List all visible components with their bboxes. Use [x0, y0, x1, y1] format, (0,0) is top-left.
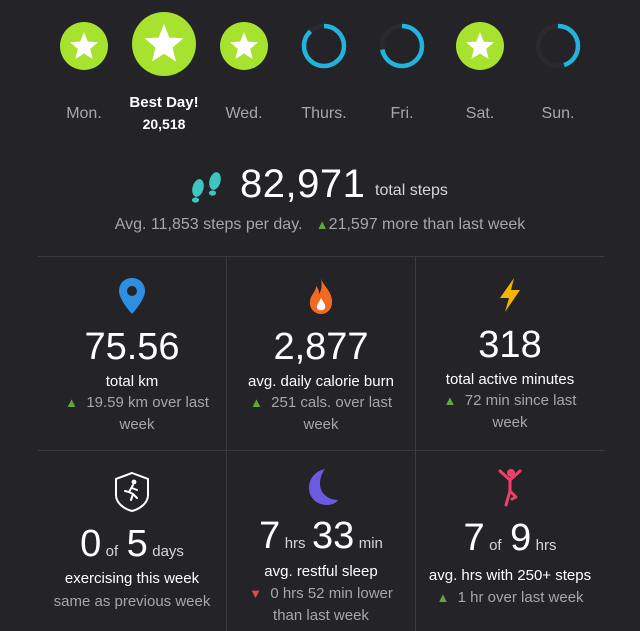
up-arrow-icon: ▲: [436, 590, 450, 605]
hourly-delta: ▲ 1 hr over last week: [416, 587, 604, 609]
hourly-value-row: 7 of 9 hrs: [416, 517, 604, 560]
sleep-delta: ▼ 0 hrs 52 min lower than last week: [235, 583, 407, 627]
exercise-num: 0: [80, 523, 102, 565]
avg-steps-text: Avg. 11,853 steps per day.: [114, 216, 303, 233]
week-days: Mon. Best Day! 20,518 Wed. Thurs. Fri.: [0, 0, 640, 150]
sleep-value-row: 7 hrs 33 min: [227, 515, 415, 558]
day-label: Wed.: [225, 105, 263, 122]
sleep-caption: avg. restful sleep: [264, 563, 378, 580]
exercise-sub: same as previous week: [53, 593, 211, 610]
steps-average-row: Avg. 11,853 steps per day. ▲21,597 more …: [0, 216, 640, 234]
progress-ring-icon: [301, 23, 347, 69]
sleep-delta-text: 0 hrs 52 min lower than last week: [270, 585, 393, 624]
sleep-hrs-unit: hrs: [284, 535, 306, 552]
down-arrow-icon: ▼: [249, 586, 262, 601]
sleep-hrs: 7: [259, 515, 281, 557]
flame-icon: [309, 278, 333, 314]
tile-exercise[interactable]: 0 of 5 days exercising this week same as…: [38, 451, 226, 631]
divider: [415, 256, 416, 631]
exercise-value-row: 0 of 5 days: [38, 523, 226, 566]
best-day-value: 20,518: [142, 116, 186, 132]
goal-star-icon: [456, 22, 504, 70]
day-label: Fri.: [390, 105, 414, 122]
exercise-caption: exercising this week: [64, 570, 200, 587]
hourly-unit: hrs: [535, 537, 557, 554]
best-day-label: Best Day!: [129, 94, 199, 111]
progress-ring-icon: [379, 23, 425, 69]
hourly-delta-text: 1 hr over last week: [457, 589, 584, 606]
distance-caption: total km: [105, 373, 159, 390]
up-arrow-icon: ▲: [315, 217, 329, 232]
tile-active-minutes[interactable]: 318 total active minutes ▲ 72 min since …: [416, 256, 604, 450]
person-pose-icon: [498, 469, 522, 507]
distance-value: 75.56: [84, 326, 180, 368]
calories-value: 2,877: [273, 326, 369, 368]
divider: [226, 256, 227, 631]
up-arrow-icon: ▲: [443, 393, 457, 408]
goal-star-icon: [132, 12, 196, 76]
exercise-unit: days: [152, 543, 184, 560]
map-pin-icon: [119, 278, 145, 314]
calories-caption: avg. daily calorie burn: [248, 373, 394, 390]
exercise-den: 5: [126, 523, 148, 565]
progress-ring-icon: [535, 23, 581, 69]
distance-delta-text: 19.59 km over last week: [86, 394, 209, 433]
hourly-caption: avg. hrs with 250+ steps: [428, 567, 592, 584]
day-label: Thurs.: [301, 105, 347, 122]
tile-hourly-steps[interactable]: 7 of 9 hrs avg. hrs with 250+ steps ▲ 1 …: [416, 451, 604, 631]
exercise-of: of: [105, 543, 119, 560]
runner-badge-icon: [115, 471, 149, 513]
hourly-den: 9: [510, 517, 532, 559]
lightning-icon: [500, 278, 520, 312]
distance-delta: ▲ 19.59 km over last week: [58, 392, 216, 436]
tile-sleep[interactable]: 7 hrs 33 min avg. restful sleep ▼ 0 hrs …: [227, 451, 415, 631]
active-caption: total active minutes: [445, 371, 575, 388]
calories-delta-text: 251 cals. over last week: [271, 394, 393, 433]
divider: [38, 256, 604, 257]
total-steps-label: total steps: [375, 182, 448, 199]
footprints-icon: [191, 172, 221, 203]
hourly-of: of: [489, 537, 502, 554]
active-delta: ▲ 72 min since last week: [430, 390, 590, 434]
calories-delta: ▲ 251 cals. over last week: [237, 392, 405, 436]
steps-delta-text: 21,597 more than last week: [328, 216, 526, 233]
tile-distance[interactable]: 75.56 total km ▲ 19.59 km over last week: [38, 256, 226, 450]
up-arrow-icon: ▲: [249, 395, 263, 410]
hourly-num: 7: [463, 517, 485, 559]
active-delta-text: 72 min since last week: [464, 392, 577, 431]
sleep-min: 33: [311, 515, 355, 557]
day-label: Sun.: [541, 105, 575, 122]
day-label: Sat.: [465, 105, 495, 122]
goal-star-icon: [220, 22, 268, 70]
up-arrow-icon: ▲: [65, 395, 78, 410]
sleep-min-unit: min: [358, 535, 383, 552]
divider: [38, 450, 604, 451]
moon-icon: [309, 469, 338, 505]
tile-calories[interactable]: 2,877 avg. daily calorie burn ▲ 251 cals…: [227, 256, 415, 450]
steps-summary: 82,971 total steps Avg. 11,853 steps per…: [0, 160, 640, 250]
day-label: Mon.: [66, 105, 102, 122]
goal-star-icon: [60, 22, 108, 70]
active-value: 318: [478, 324, 542, 366]
total-steps-value: 82,971: [240, 162, 366, 206]
